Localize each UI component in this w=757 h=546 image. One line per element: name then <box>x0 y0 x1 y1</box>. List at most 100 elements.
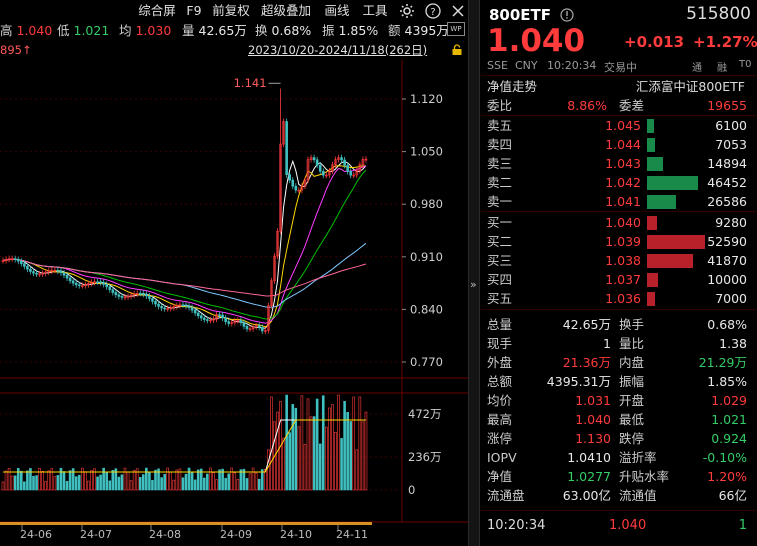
candle-body <box>56 269 60 272</box>
bid-price: 1.038 <box>605 253 641 268</box>
nav-trend-row[interactable]: 净值走势 汇添富中证800ETF <box>481 77 757 96</box>
volume-tick-label: 236万 <box>408 450 441 464</box>
candle-body <box>303 179 307 187</box>
candle-body <box>123 296 127 299</box>
candle-body <box>108 286 112 290</box>
volume-bar <box>334 431 337 491</box>
volume-bar <box>166 467 169 491</box>
candle-body <box>364 158 368 161</box>
candle-body <box>315 159 319 166</box>
nav-trend-label[interactable]: 净值走势 <box>487 79 538 94</box>
candle-body <box>99 281 102 284</box>
chevron-right-icon[interactable]: » <box>470 278 477 291</box>
volume-bar <box>138 477 142 491</box>
volume-bar <box>178 468 182 491</box>
security-name: 800ETF <box>489 6 552 24</box>
volume-bar <box>260 469 264 491</box>
volume-bar <box>77 474 81 491</box>
x-tick-label: 24-07 <box>80 528 112 541</box>
volume-bar <box>318 443 322 491</box>
candle-body <box>65 274 69 279</box>
candle-body <box>312 157 316 161</box>
candle-body <box>212 318 215 321</box>
close-icon[interactable] <box>449 2 467 20</box>
toolbar-tools[interactable]: 工具 <box>362 3 388 18</box>
bid-row: 买三 1.038 41870 <box>481 251 757 270</box>
candle-body <box>160 306 163 309</box>
candle-body <box>187 305 191 308</box>
volume-bar <box>50 468 54 491</box>
candle-body <box>288 174 292 181</box>
volume-bar <box>209 467 212 491</box>
amount-label: 额 <box>388 23 401 38</box>
volume-bar <box>7 468 11 491</box>
volume-bar <box>303 443 307 491</box>
toolbar-overlay[interactable]: 超级叠加 <box>260 3 311 18</box>
detail-label: 外盘 <box>487 355 513 370</box>
bid-row: 买二 1.039 52590 <box>481 232 757 251</box>
ma-line-30 <box>2 169 367 320</box>
kline-svg[interactable]: 1.120 1.050 0.980 0.910 0.840 0.770 472万 236万 0 2… <box>0 60 468 546</box>
price-tick-label: 0.980 <box>410 197 443 211</box>
volume-bar <box>242 468 246 491</box>
bid-label: 买五 <box>487 291 513 306</box>
volume-bar <box>99 474 102 491</box>
kline-chart-area[interactable]: 综合屏 F9 前复权 超级叠加 画线 工具 ? 高 1.040 低 1.021 … <box>0 0 468 546</box>
candle-body <box>7 258 11 260</box>
wp-badge-icon[interactable]: WP <box>447 22 465 36</box>
volume-bar <box>245 478 249 491</box>
candle-body <box>38 273 41 276</box>
candle-body <box>10 258 14 260</box>
ask-row: 卖五 1.045 6100 <box>481 116 757 135</box>
volume-bar <box>160 477 163 491</box>
volume-bar <box>13 475 17 491</box>
bid-volume-bar <box>647 254 693 268</box>
volume-bar <box>206 473 209 491</box>
volume-bar <box>233 472 237 491</box>
volume-bar <box>29 468 32 491</box>
candle-body <box>321 170 325 176</box>
candle-body <box>193 309 197 314</box>
gear-icon[interactable] <box>398 2 416 20</box>
candle-body <box>358 164 362 172</box>
info-icon[interactable] <box>560 8 574 22</box>
lock-icon[interactable] <box>451 44 463 56</box>
ask-row: 卖二 1.042 46452 <box>481 173 757 192</box>
detail-row: 总额 4395.31万 振幅 1.85% <box>481 372 757 391</box>
detail-label: 开盘 <box>619 393 645 408</box>
detail-value: 0.924 <box>711 431 747 446</box>
ask-price: 1.041 <box>605 194 641 209</box>
candle-body <box>215 314 218 320</box>
volume-bar <box>239 469 243 491</box>
date-range[interactable]: 2023/10/20-2024/11/18(262日) <box>248 43 428 57</box>
candle-body <box>218 314 221 316</box>
candle-body <box>53 269 57 272</box>
avg-label: 均 <box>119 23 132 38</box>
volume-bar <box>358 396 362 491</box>
candle-body <box>13 258 17 260</box>
currency: CNY <box>515 59 538 72</box>
toolbar-overview[interactable]: 综合屏 <box>138 3 176 18</box>
toolbar-f9[interactable]: F9 <box>186 3 202 18</box>
candle-body <box>273 255 276 282</box>
volume-tick-label: 0 <box>408 483 415 497</box>
panel-collapse-toggle[interactable]: » <box>468 0 480 546</box>
volume-bar <box>56 475 60 491</box>
ask-label: 卖五 <box>487 118 513 133</box>
bid-price: 1.040 <box>605 215 641 230</box>
detail-value: 1.031 <box>575 393 611 408</box>
toolbar-draw[interactable]: 画线 <box>324 3 350 18</box>
volume-bar <box>111 470 115 491</box>
candle-body <box>245 326 249 330</box>
help-icon[interactable]: ? <box>424 2 442 20</box>
price-tick-label: 0.910 <box>410 250 443 264</box>
detail-label: 净值 <box>487 469 513 484</box>
tick-time: 10:20:34 <box>487 518 546 533</box>
detail-value: 66亿 <box>718 488 747 503</box>
candle-body <box>206 319 209 321</box>
candle-body <box>248 328 252 331</box>
detail-label: 量比 <box>619 336 645 351</box>
ask-row: 卖三 1.043 14894 <box>481 154 757 173</box>
candle-body <box>172 306 176 309</box>
toolbar-forward-adjust[interactable]: 前复权 <box>212 3 250 18</box>
